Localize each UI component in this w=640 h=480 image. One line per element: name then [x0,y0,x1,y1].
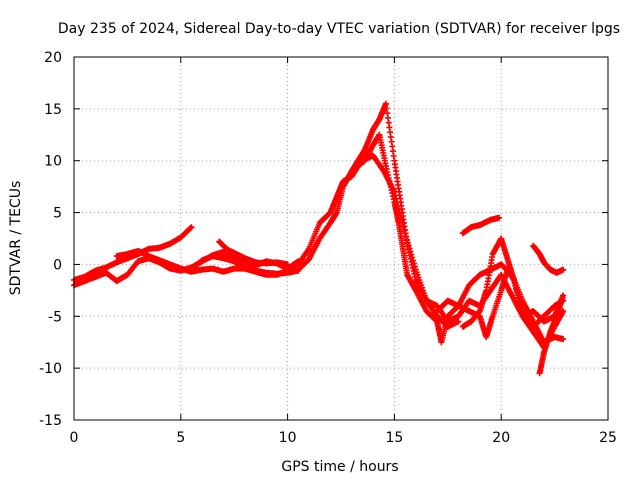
y-tick-label: 20 [44,50,62,66]
y-tick-label: 10 [44,154,62,170]
data-marker-path [459,214,503,237]
data-markers [71,100,567,377]
x-tick-label: 20 [492,430,510,446]
x-tick-label: 25 [599,430,617,446]
y-tick-label: 5 [53,206,62,222]
data-marker-path [530,242,567,276]
x-tick-label: 10 [279,430,297,446]
series-track-12 [536,292,567,377]
x-tick-label: 0 [70,430,79,446]
series-track-13 [359,152,462,330]
y-tick-label: 0 [53,257,62,273]
plot-frame [73,56,609,421]
series-track-10 [459,214,503,237]
chart-title: Day 235 of 2024, Sidereal Day-to-day VTE… [58,21,620,37]
y-tick-label: -5 [48,309,62,325]
y-tick-label: 15 [44,102,62,118]
data-marker-path [459,235,567,330]
data-marker-path [536,292,567,377]
axis-ticks: 0 5 10 15 20 25 -15 -10 -5 0 5 10 15 20 [39,50,617,446]
series-track-5 [216,238,291,268]
grid [74,57,608,420]
y-tick-label: -10 [39,361,62,377]
series-track-11 [530,242,567,276]
y-axis-label: SDTVAR / TECUs [8,181,24,296]
series-track-4 [188,253,302,278]
x-tick-label: 5 [176,430,185,446]
x-axis-label: GPS time / hours [281,459,398,475]
data-marker-path [216,238,291,268]
x-tick-label: 15 [385,430,403,446]
data-marker-path [188,253,302,278]
y-tick-label: -15 [39,413,62,429]
series-track-9 [459,235,567,330]
data-marker-path [359,152,462,330]
